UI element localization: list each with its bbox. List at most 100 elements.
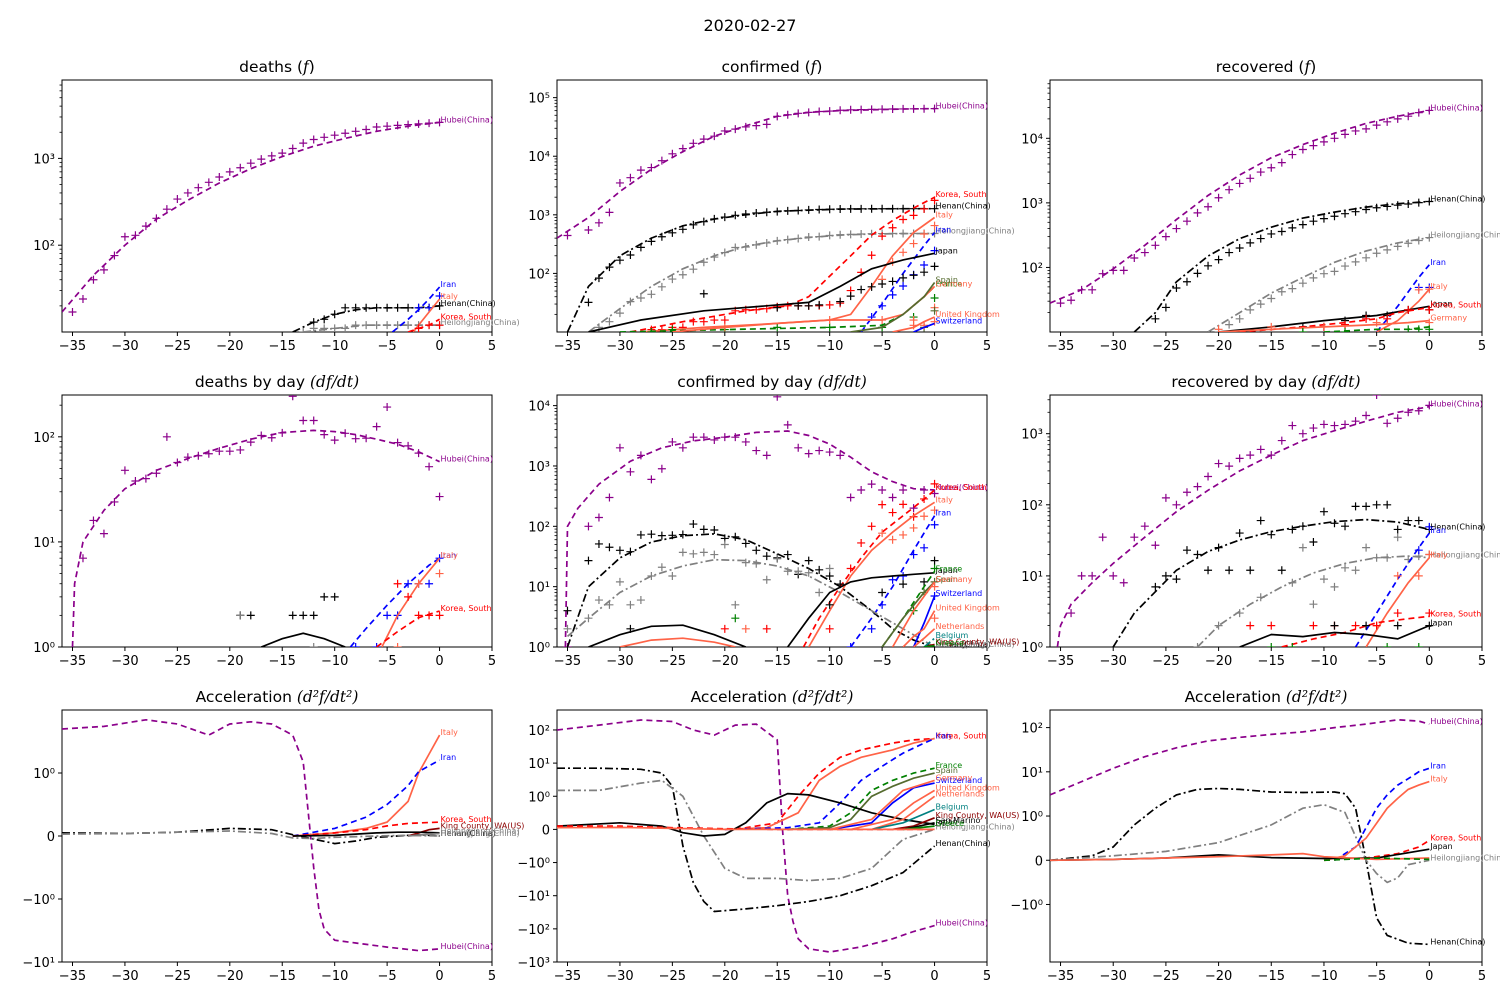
series-label-korea-south: Korea, South: [936, 190, 987, 199]
data-point: [878, 500, 887, 509]
data-point: [615, 256, 624, 265]
data-point: [1404, 325, 1413, 332]
series-label-iran: Iran: [936, 509, 952, 518]
data-point: [309, 324, 318, 332]
series-line-series: [292, 831, 440, 837]
data-point: [678, 270, 687, 279]
axes-frame: [61, 394, 493, 648]
data-point: [930, 506, 939, 515]
y-tick-label: 10¹: [33, 536, 55, 551]
data-point: [857, 485, 866, 494]
data-point: [878, 600, 887, 609]
x-tick-label: −20: [1205, 339, 1232, 354]
series-line-series: [557, 826, 935, 831]
data-point: [930, 221, 939, 230]
data-point: [1161, 303, 1170, 312]
data-point: [909, 504, 918, 513]
y-tick-label: 10¹: [528, 581, 550, 596]
data-point: [710, 550, 719, 559]
data-point: [689, 520, 698, 529]
data-point: [194, 183, 203, 192]
series-line-henan-china: [1133, 200, 1430, 332]
data-point: [1404, 516, 1413, 525]
data-point: [1161, 493, 1170, 502]
data-point: [867, 624, 876, 633]
series-line-henan-china: [557, 767, 936, 913]
data-point: [657, 232, 666, 241]
data-point: [909, 550, 918, 559]
data-point: [825, 600, 834, 609]
series-label-japan: Japan: [1429, 619, 1452, 628]
data-point: [1362, 543, 1371, 552]
data-point: [1425, 522, 1434, 531]
data-point: [752, 121, 761, 130]
series-line-switzerland: [913, 322, 935, 332]
data-point: [867, 480, 876, 489]
data-point: [657, 464, 666, 473]
series-label-switzerland: Switzerland: [936, 589, 983, 598]
data-point: [425, 579, 434, 588]
data-point: [393, 579, 402, 588]
data-point: [878, 105, 887, 114]
series-line-hubei-china: [1050, 718, 1430, 796]
data-point: [594, 539, 603, 548]
data-point: [1246, 566, 1255, 575]
data-point: [815, 565, 824, 574]
data-point: [888, 535, 897, 544]
data-point: [710, 253, 719, 262]
data-point: [762, 120, 771, 129]
data-point: [678, 443, 687, 452]
data-point: [414, 324, 423, 332]
data-point: [435, 291, 444, 300]
data-point: [794, 567, 803, 576]
series-line-italy: [1365, 557, 1430, 647]
subplot-p5: confirmed by day (df/dt) −35 −30 −25 −20 −15 −…: [528, 373, 1019, 669]
series-label-korea-south: Korea, South: [441, 312, 492, 321]
data-point: [1161, 232, 1170, 241]
data-point: [393, 643, 402, 647]
data-point: [804, 568, 813, 577]
data-point: [1341, 563, 1350, 572]
data-point: [278, 428, 287, 437]
data-point: [857, 285, 866, 294]
series-line-korea-south: [1281, 615, 1430, 647]
data-point: [1383, 553, 1392, 562]
data-point: [647, 163, 656, 172]
data-point: [1235, 609, 1244, 618]
data-point: [689, 317, 698, 326]
data-point: [1109, 266, 1118, 275]
y-tick-label: 10³: [528, 209, 550, 224]
data-point: [267, 433, 276, 442]
series-line-henan-china: [566, 533, 935, 647]
data-point: [846, 643, 855, 647]
series-line-netherlands: [913, 628, 936, 647]
data-point: [320, 430, 329, 439]
y-tick-label: 10²: [1021, 499, 1043, 514]
data-point: [1056, 299, 1065, 308]
data-point: [668, 531, 677, 540]
data-point: [794, 443, 803, 452]
data-point: [1246, 621, 1255, 630]
data-point: [920, 268, 929, 277]
series-line-hubei-china: [564, 430, 935, 647]
data-point: [330, 592, 339, 601]
data-point: [1425, 318, 1434, 327]
data-point: [720, 126, 729, 135]
x-tick-label: −20: [216, 969, 243, 984]
axes-frame: [61, 709, 493, 963]
data-point: [372, 422, 381, 431]
series-label-japan: Japan: [935, 817, 958, 826]
series-line-united-kingdom: [892, 316, 935, 332]
data-point: [362, 303, 371, 312]
data-point: [383, 321, 392, 330]
data-point: [404, 321, 413, 330]
subplot-title: Acceleration (d²f/dt²): [196, 688, 359, 706]
figure-suptitle: 2020-02-27: [703, 16, 797, 35]
data-point: [1425, 106, 1434, 115]
data-point: [89, 516, 98, 525]
data-point: [1330, 582, 1339, 591]
data-point: [393, 303, 402, 312]
series-label-greece: Greece: [936, 819, 965, 828]
series-line-switzerland: [912, 595, 936, 647]
